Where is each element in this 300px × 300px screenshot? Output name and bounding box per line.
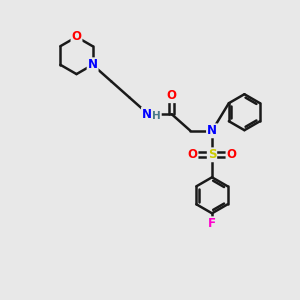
Text: O: O — [71, 30, 82, 44]
Text: S: S — [208, 148, 216, 161]
Text: N: N — [88, 58, 98, 71]
Text: O: O — [188, 148, 197, 161]
Text: O: O — [167, 89, 177, 102]
Text: N: N — [142, 108, 152, 121]
Text: H: H — [152, 111, 161, 121]
Text: N: N — [207, 124, 217, 137]
Text: O: O — [226, 148, 236, 161]
Text: F: F — [208, 217, 216, 230]
